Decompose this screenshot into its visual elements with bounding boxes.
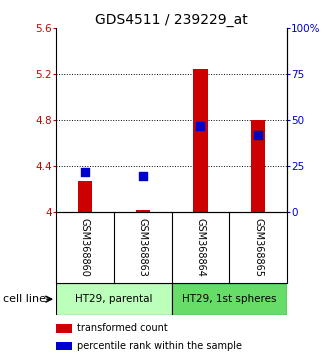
Bar [136, 210, 150, 212]
Point [256, 132, 261, 138]
Bar [172, 283, 287, 315]
Point [140, 173, 146, 178]
Bar [56, 324, 72, 333]
Title: GDS4511 / 239229_at: GDS4511 / 239229_at [95, 13, 248, 27]
Text: HT29, 1st spheres: HT29, 1st spheres [182, 294, 277, 304]
Point [82, 169, 88, 175]
Text: GSM368863: GSM368863 [138, 218, 148, 277]
Bar [56, 342, 72, 350]
Text: HT29, parental: HT29, parental [75, 294, 152, 304]
Text: GSM368865: GSM368865 [253, 218, 263, 277]
Text: cell line: cell line [3, 294, 46, 304]
Bar [251, 120, 265, 212]
Text: GSM368860: GSM368860 [80, 218, 90, 277]
Text: GSM368864: GSM368864 [195, 218, 206, 277]
Bar [193, 69, 208, 212]
Bar [78, 181, 92, 212]
Bar [56, 283, 172, 315]
Point [198, 123, 203, 129]
Text: transformed count: transformed count [77, 323, 168, 333]
Text: percentile rank within the sample: percentile rank within the sample [77, 341, 242, 351]
